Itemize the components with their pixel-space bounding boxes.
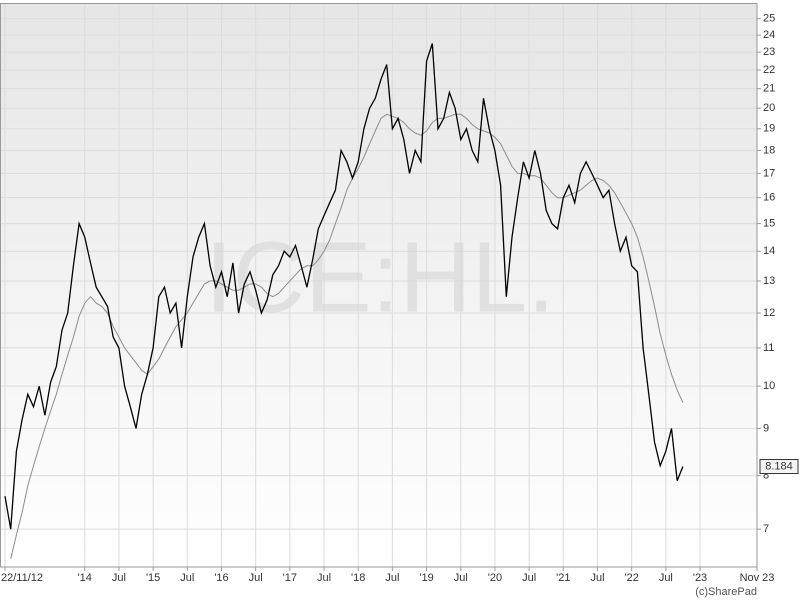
- y-tick-label: 13: [763, 275, 775, 287]
- y-tick-label: 18: [763, 144, 775, 156]
- credit: (c)SharePad: [695, 586, 757, 598]
- y-tick-label: 16: [763, 192, 775, 204]
- watermark: ICE:HL.: [205, 221, 555, 333]
- x-tick-label: Jul: [180, 572, 194, 584]
- y-tick-label: 17: [763, 167, 775, 179]
- y-tick-label: 23: [763, 46, 775, 58]
- x-tick-label: '23: [693, 572, 707, 584]
- x-tick-label: Jul: [590, 572, 604, 584]
- grid: [0, 3, 758, 567]
- y-tick-label: 12: [763, 307, 775, 319]
- y-tick-label: 15: [763, 217, 775, 229]
- x-tick-label: '20: [488, 572, 502, 584]
- x-tick-label: '21: [556, 572, 570, 584]
- y-tick-label: 19: [763, 123, 775, 135]
- plot-border: [0, 3, 758, 568]
- y-tick-label: 11: [763, 342, 774, 354]
- y-tick-label: 24: [763, 29, 775, 41]
- x-tick-label: Jul: [385, 572, 399, 584]
- y-tick-label: 25: [763, 13, 775, 25]
- x-tick-label: Nov 23: [740, 572, 775, 584]
- x-tick-label: '17: [283, 572, 297, 584]
- moving-average-line: [10, 113, 684, 560]
- x-tick-label: Jul: [522, 572, 536, 584]
- x-tick-label: '15: [146, 572, 160, 584]
- x-tick-label: '16: [214, 572, 228, 584]
- x-tick-label: Jul: [112, 572, 126, 584]
- y-tick-label: 7: [763, 523, 769, 535]
- y-tick-label: 14: [763, 245, 775, 257]
- x-tick-label: Jul: [454, 572, 468, 584]
- y-tick-label: 21: [763, 83, 775, 95]
- price-line: [4, 43, 684, 530]
- x-tick-label: Jul: [659, 572, 673, 584]
- x-tick-label: '14: [78, 572, 92, 584]
- y-tick-label: 8: [763, 470, 769, 482]
- y-tick-label: 10: [763, 380, 775, 392]
- x-tick-label: '18: [351, 572, 365, 584]
- y-tick-label: 20: [763, 102, 775, 114]
- x-tick-label: '22: [624, 572, 638, 584]
- plot-background: [0, 3, 757, 567]
- y-tick-label: 22: [763, 64, 775, 76]
- y-tick-label: 9: [763, 422, 769, 434]
- last-value-label: 8.184: [765, 460, 793, 472]
- x-tick-label: '19: [419, 572, 433, 584]
- last-value-box: [759, 459, 799, 475]
- x-tick-label: Jul: [317, 572, 331, 584]
- x-tick-label: Jul: [249, 572, 263, 584]
- x-tick-label: 22/11/12: [1, 572, 43, 584]
- marks: [4, 43, 684, 560]
